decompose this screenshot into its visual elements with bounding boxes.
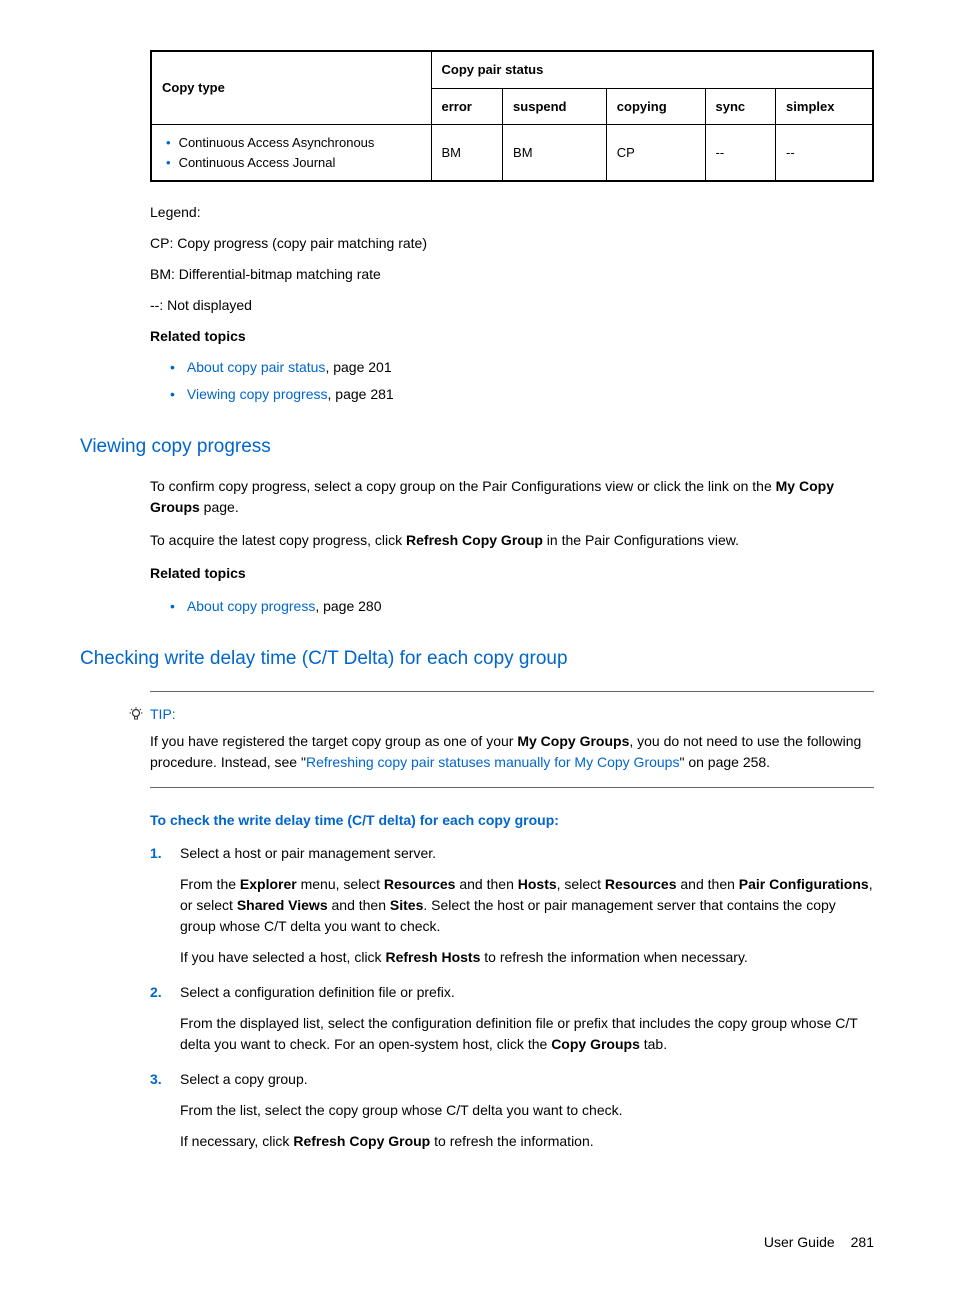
legend-line: --: Not displayed: [150, 295, 874, 316]
footer-label: User Guide: [764, 1234, 835, 1250]
legend-line: BM: Differential-bitmap matching rate: [150, 264, 874, 285]
related-page-ref: , page 201: [325, 359, 391, 375]
table-row: Continuous Access Asynchronous Continuou…: [151, 125, 873, 182]
cell-sync: --: [705, 125, 776, 182]
heading-viewing-copy-progress: Viewing copy progress: [80, 433, 874, 462]
step-detail: From the displayed list, select the conf…: [180, 1013, 874, 1055]
heading-checking-write-delay: Checking write delay time (C/T Delta) fo…: [80, 645, 874, 674]
cell-error: BM: [431, 125, 503, 182]
col-error: error: [431, 88, 503, 125]
copy-pair-status-table: Copy type Copy pair status error suspend…: [150, 50, 874, 182]
paragraph: To confirm copy progress, select a copy …: [150, 476, 874, 518]
tip-block: TIP: If you have registered the target c…: [150, 691, 874, 788]
legend-title: Legend:: [150, 202, 874, 223]
related-topic-item: Viewing copy progress, page 281: [170, 384, 874, 405]
lightbulb-icon: [128, 706, 144, 722]
section-viewing-body: To confirm copy progress, select a copy …: [150, 476, 874, 617]
footer-page-number: 281: [851, 1234, 874, 1250]
step-3: Select a copy group. From the list, sele…: [150, 1069, 874, 1152]
step-title: Select a copy group.: [180, 1069, 874, 1090]
step-1: Select a host or pair management server.…: [150, 843, 874, 968]
link-refreshing-copy-pair-statuses[interactable]: Refreshing copy pair statuses manually f…: [306, 754, 680, 770]
col-suspend: suspend: [503, 88, 607, 125]
procedure-heading: To check the write delay time (C/T delta…: [150, 810, 874, 831]
step-detail: If necessary, click Refresh Copy Group t…: [180, 1131, 874, 1152]
related-topic-item: About copy pair status, page 201: [170, 357, 874, 378]
step-title: Select a configuration definition file o…: [180, 982, 874, 1003]
legend-block: Legend: CP: Copy progress (copy pair mat…: [150, 202, 874, 405]
col-copy-type: Copy type: [151, 51, 431, 125]
related-page-ref: , page 281: [328, 386, 394, 402]
col-status-group: Copy pair status: [431, 51, 873, 88]
step-detail: From the list, select the copy group who…: [180, 1100, 874, 1121]
related-topics-label: Related topics: [150, 326, 874, 347]
link-about-copy-pair-status[interactable]: About copy pair status: [187, 359, 326, 375]
col-copying: copying: [606, 88, 705, 125]
cell-copying: CP: [606, 125, 705, 182]
paragraph: To acquire the latest copy progress, cli…: [150, 530, 874, 551]
step-title: Select a host or pair management server.: [180, 843, 874, 864]
legend-line: CP: Copy progress (copy pair matching ra…: [150, 233, 874, 254]
col-simplex: simplex: [776, 88, 873, 125]
related-page-ref: , page 280: [315, 598, 381, 614]
step-detail: From the Explorer menu, select Resources…: [180, 874, 874, 937]
step-2: Select a configuration definition file o…: [150, 982, 874, 1055]
copy-type-item: Continuous Access Asynchronous: [166, 133, 421, 153]
col-sync: sync: [705, 88, 776, 125]
link-viewing-copy-progress[interactable]: Viewing copy progress: [187, 386, 328, 402]
cell-suspend: BM: [503, 125, 607, 182]
page-footer: User Guide 281: [80, 1232, 874, 1253]
step-detail: If you have selected a host, click Refre…: [180, 947, 874, 968]
related-topic-item: About copy progress, page 280: [170, 596, 874, 617]
tip-label: TIP:: [150, 704, 874, 725]
cell-simplex: --: [776, 125, 873, 182]
tip-text: If you have registered the target copy g…: [150, 731, 874, 773]
link-about-copy-progress[interactable]: About copy progress: [187, 598, 315, 614]
copy-type-item: Continuous Access Journal: [166, 153, 421, 173]
procedure-steps: Select a host or pair management server.…: [150, 843, 874, 1152]
related-topics-label: Related topics: [150, 563, 874, 584]
